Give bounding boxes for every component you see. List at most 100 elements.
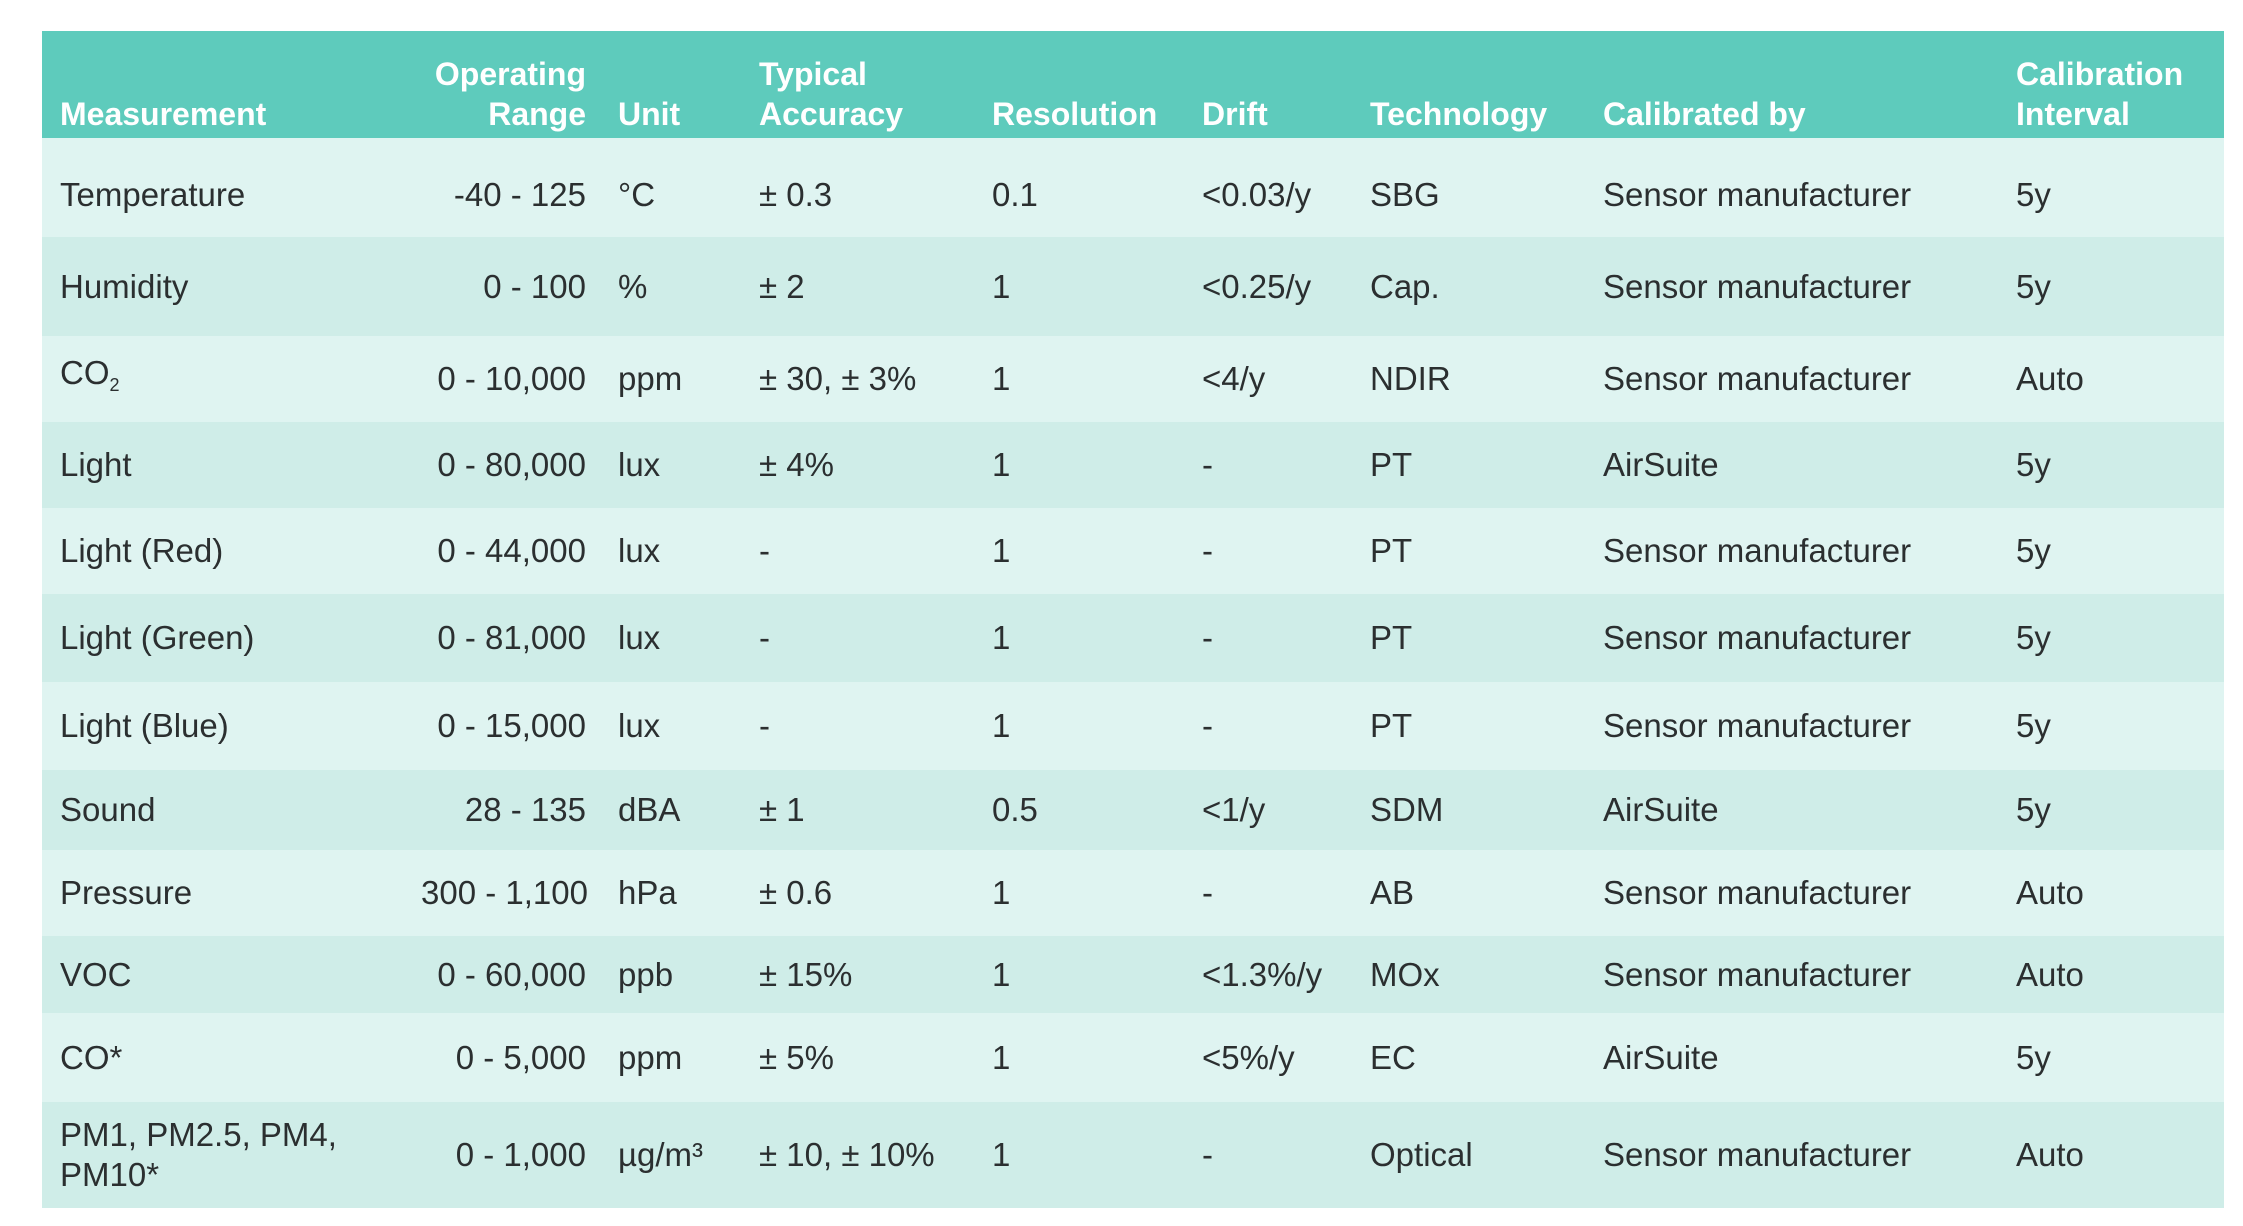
cell-typical-accuracy: ± 30, ± 3% [759, 360, 917, 397]
cell-measurement: Humidity [60, 267, 189, 305]
cell-drift: - [1202, 446, 1213, 483]
cell-operating-range: 0 - 60,000 [437, 955, 586, 993]
table-row: Light (Red) 0 - 44,000 lux - 1 - PT Sensor manu… [42, 508, 2224, 594]
cell-calibrated-by: Sensor manufacturer [1603, 267, 1912, 305]
cell-calibrated-by: Sensor manufacturer [1603, 874, 1912, 911]
cell-typical-accuracy: ± 5% [759, 1038, 834, 1076]
cell-calibration-interval: 5y [2016, 619, 2051, 656]
cell-calibration-interval: 5y [2016, 1038, 2051, 1076]
cell-operating-range: 0 - 80,000 [437, 446, 586, 483]
cell-operating-range: 0 - 81,000 [437, 619, 586, 656]
cell-calibration-interval: 5y [2016, 267, 2051, 305]
cell-drift: - [1202, 707, 1213, 744]
cell-typical-accuracy: - [759, 619, 770, 656]
cell-measurement: Light (Green) [60, 619, 255, 656]
cell-calibration-interval: Auto [2016, 955, 2084, 993]
cell-measurement: CO* [60, 1038, 123, 1076]
cell-unit: % [618, 267, 648, 305]
cell-calibrated-by: Sensor manufacturer [1603, 532, 1912, 569]
header-drift: Drift [1202, 96, 1268, 132]
cell-operating-range: 0 - 15,000 [437, 707, 586, 744]
cell-resolution: 1 [992, 446, 1011, 483]
table-row: CO2 0 - 10,000 ppm ± 30, ± 3% 1 <4/y NDIR Senso… [42, 336, 2224, 422]
cell-measurement: Light (Red) [60, 532, 224, 569]
cell-calibrated-by: Sensor manufacturer [1603, 955, 1912, 993]
cell-drift: <0.03/y [1202, 175, 1312, 213]
cell-calibration-interval: Auto [2016, 1136, 2084, 1173]
cell-typical-accuracy: ± 2 [759, 267, 805, 305]
cell-operating-range: 28 - 135 [464, 791, 586, 828]
cell-resolution: 1 [992, 707, 1011, 744]
header-technology: Technology [1370, 96, 1548, 132]
table-row: Sound 28 - 135 dBA ± 1 0.5 <1/y SDM AirSuite 5y [42, 770, 2224, 850]
sensor-spec-table: Measurement Operating Range Unit Typical A… [42, 31, 2224, 1208]
table-row: Light (Blue) 0 - 15,000 lux - 1 - PT Sensor man… [42, 682, 2224, 770]
cell-typical-accuracy: - [759, 707, 770, 744]
cell-typical-accuracy: ± 4% [759, 446, 834, 483]
cell-unit: °C [618, 175, 656, 213]
cell-calibrated-by: AirSuite [1603, 446, 1719, 483]
cell-drift: <0.25/y [1202, 267, 1312, 305]
cell-calibration-interval: 5y [2016, 532, 2051, 569]
cell-calibrated-by: Sensor manufacturer [1603, 707, 1912, 744]
cell-operating-range: 0 - 100 [483, 267, 586, 305]
cell-typical-accuracy: ± 0.6 [759, 874, 833, 911]
cell-unit: dBA [618, 791, 681, 828]
cell-typical-accuracy: ± 1 [759, 791, 805, 828]
table-row: Pressure 300 - 1,100 hPa ± 0.6 1 - AB Sensor ma… [42, 850, 2224, 936]
cell-resolution: 1 [992, 267, 1011, 305]
cell-resolution: 1 [992, 619, 1011, 656]
cell-calibrated-by: AirSuite [1603, 1038, 1719, 1076]
cell-calibrated-by: Sensor manufacturer [1603, 360, 1912, 397]
cell-resolution: 0.1 [992, 175, 1038, 213]
cell-resolution: 1 [992, 1136, 1011, 1173]
cell-measurement: Sound [60, 791, 156, 828]
header-operating-range: Operating Range [434, 56, 586, 132]
header-calibrated-by: Calibrated by [1603, 96, 1806, 132]
cell-measurement: VOC [60, 955, 132, 993]
header-calibration-interval: Calibration Interval [2016, 56, 2184, 132]
cell-drift: <1.3%/y [1202, 955, 1323, 993]
cell-resolution: 0.5 [992, 791, 1038, 828]
cell-calibration-interval: Auto [2016, 874, 2084, 911]
table-header: Measurement Operating Range Unit Typical A… [42, 31, 2224, 138]
table-row: VOC 0 - 60,000 ppb ± 15% 1 <1.3%/y MOx Sensor m… [42, 936, 2224, 1013]
table-row: CO* 0 - 5,000 ppm ± 5% 1 <5%/y EC AirSuite 5y [42, 1013, 2224, 1102]
cell-unit: ppb [618, 955, 674, 993]
cell-resolution: 1 [992, 360, 1011, 397]
cell-technology: EC [1370, 1038, 1416, 1076]
cell-operating-range: -40 - 125 [453, 175, 586, 213]
cell-technology: AB [1370, 874, 1415, 911]
cell-measurement: Pressure [60, 874, 193, 911]
header-typical-accuracy: Typical Accuracy [759, 56, 904, 132]
cell-measurement: CO2 [60, 354, 120, 395]
header-resolution: Resolution [992, 96, 1158, 132]
cell-measurement: Light [60, 446, 132, 483]
table-row: Light 0 - 80,000 lux ± 4% 1 - PT AirSuite 5y [42, 422, 2224, 508]
cell-typical-accuracy: - [759, 532, 770, 569]
cell-drift: <1/y [1202, 791, 1266, 828]
cell-measurement: Light (Blue) [60, 707, 229, 744]
cell-technology: Cap. [1370, 267, 1440, 305]
cell-technology: MOx [1370, 955, 1440, 993]
cell-operating-range: 0 - 1,000 [455, 1136, 586, 1173]
cell-measurement: Temperature [60, 175, 246, 213]
table-row: Light (Green) 0 - 81,000 lux - 1 - PT Sensor ma… [42, 594, 2224, 682]
table-row: Temperature -40 - 125 °C ± 0.3 0.1 <0.03/y SBG… [42, 138, 2224, 237]
cell-drift: - [1202, 619, 1213, 656]
cell-calibrated-by: AirSuite [1603, 791, 1719, 828]
cell-technology: Optical [1370, 1136, 1473, 1173]
table-row: Humidity 0 - 100% ± 2 1 <0.25/y Cap. Sensor ma… [42, 237, 2224, 336]
header-row: Measurement Operating Range Unit Typical A… [42, 31, 2224, 138]
cell-technology: PT [1370, 707, 1413, 744]
cell-unit: µg/m³ [618, 1136, 704, 1173]
cell-technology: NDIR [1370, 360, 1451, 397]
cell-calibration-interval: 5y [2016, 791, 2051, 828]
cell-typical-accuracy: ± 15% [759, 955, 853, 993]
cell-resolution: 1 [992, 874, 1011, 911]
table-row: PM1, PM2.5, PM4, PM10* 0 - 1,000 µg/m³ ± 10… [42, 1102, 2224, 1208]
cell-calibrated-by: Sensor manufacturer [1603, 1136, 1912, 1173]
cell-calibration-interval: 5y [2016, 446, 2051, 483]
cell-calibration-interval: Auto [2016, 360, 2084, 397]
subscript: 2 [109, 375, 120, 395]
